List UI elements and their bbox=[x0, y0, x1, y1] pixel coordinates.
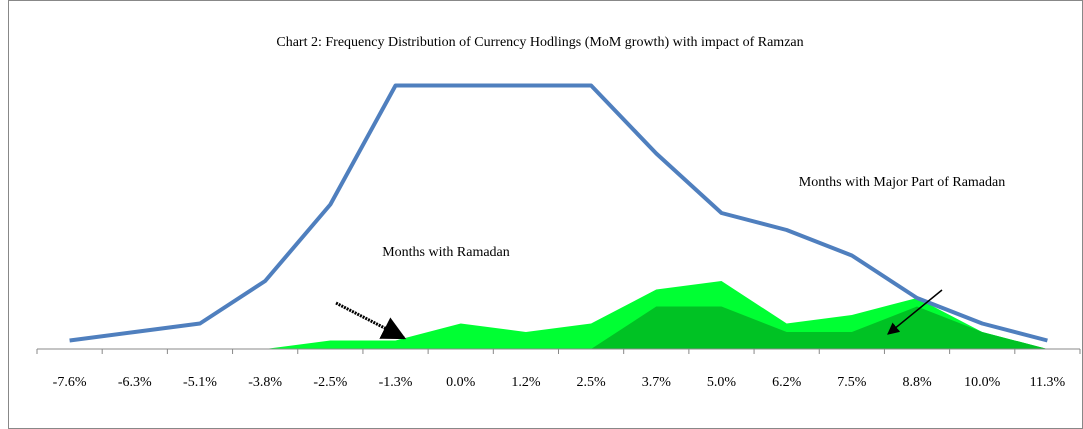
x-tick-label: 1.2% bbox=[511, 375, 541, 390]
annotation: Months with Ramadan bbox=[382, 245, 510, 260]
area bbox=[591, 306, 1048, 349]
x-tick-label: -6.3% bbox=[118, 375, 152, 390]
x-tick-label: 11.3% bbox=[1030, 375, 1066, 390]
x-tick-label: 10.0% bbox=[964, 375, 1001, 390]
x-tick-label: 2.5% bbox=[577, 375, 607, 390]
annotation-arrow bbox=[335, 301, 407, 340]
chart-frame bbox=[8, 0, 1083, 429]
x-tick-label: 6.2% bbox=[772, 375, 802, 390]
line bbox=[69, 83, 1048, 343]
x-tick-label: -1.3% bbox=[379, 375, 413, 390]
x-tick-label: 3.7% bbox=[642, 375, 672, 390]
annotation: Months with Major Part of Ramadan bbox=[799, 175, 1005, 190]
x-tick-label: -7.6% bbox=[53, 375, 87, 390]
x-tick-label: 7.5% bbox=[837, 375, 867, 390]
x-tick-label: 5.0% bbox=[707, 375, 737, 390]
annotation-arrow bbox=[887, 289, 943, 335]
plot-area: -7.6% -6.3% -5.1% -3.8% -2.5% -1.3% 0.0% 1.2% 2.… bbox=[36, 83, 1081, 390]
chart-title: Chart 2: Frequency Distribution of Curre… bbox=[276, 35, 803, 50]
x-tick-label: 8.8% bbox=[902, 375, 932, 390]
x-tick-label: -2.5% bbox=[313, 375, 347, 390]
x-tick-label: -3.8% bbox=[248, 375, 282, 390]
x-tick-label: 0.0% bbox=[446, 375, 476, 390]
x-tick-label: -5.1% bbox=[183, 375, 217, 390]
